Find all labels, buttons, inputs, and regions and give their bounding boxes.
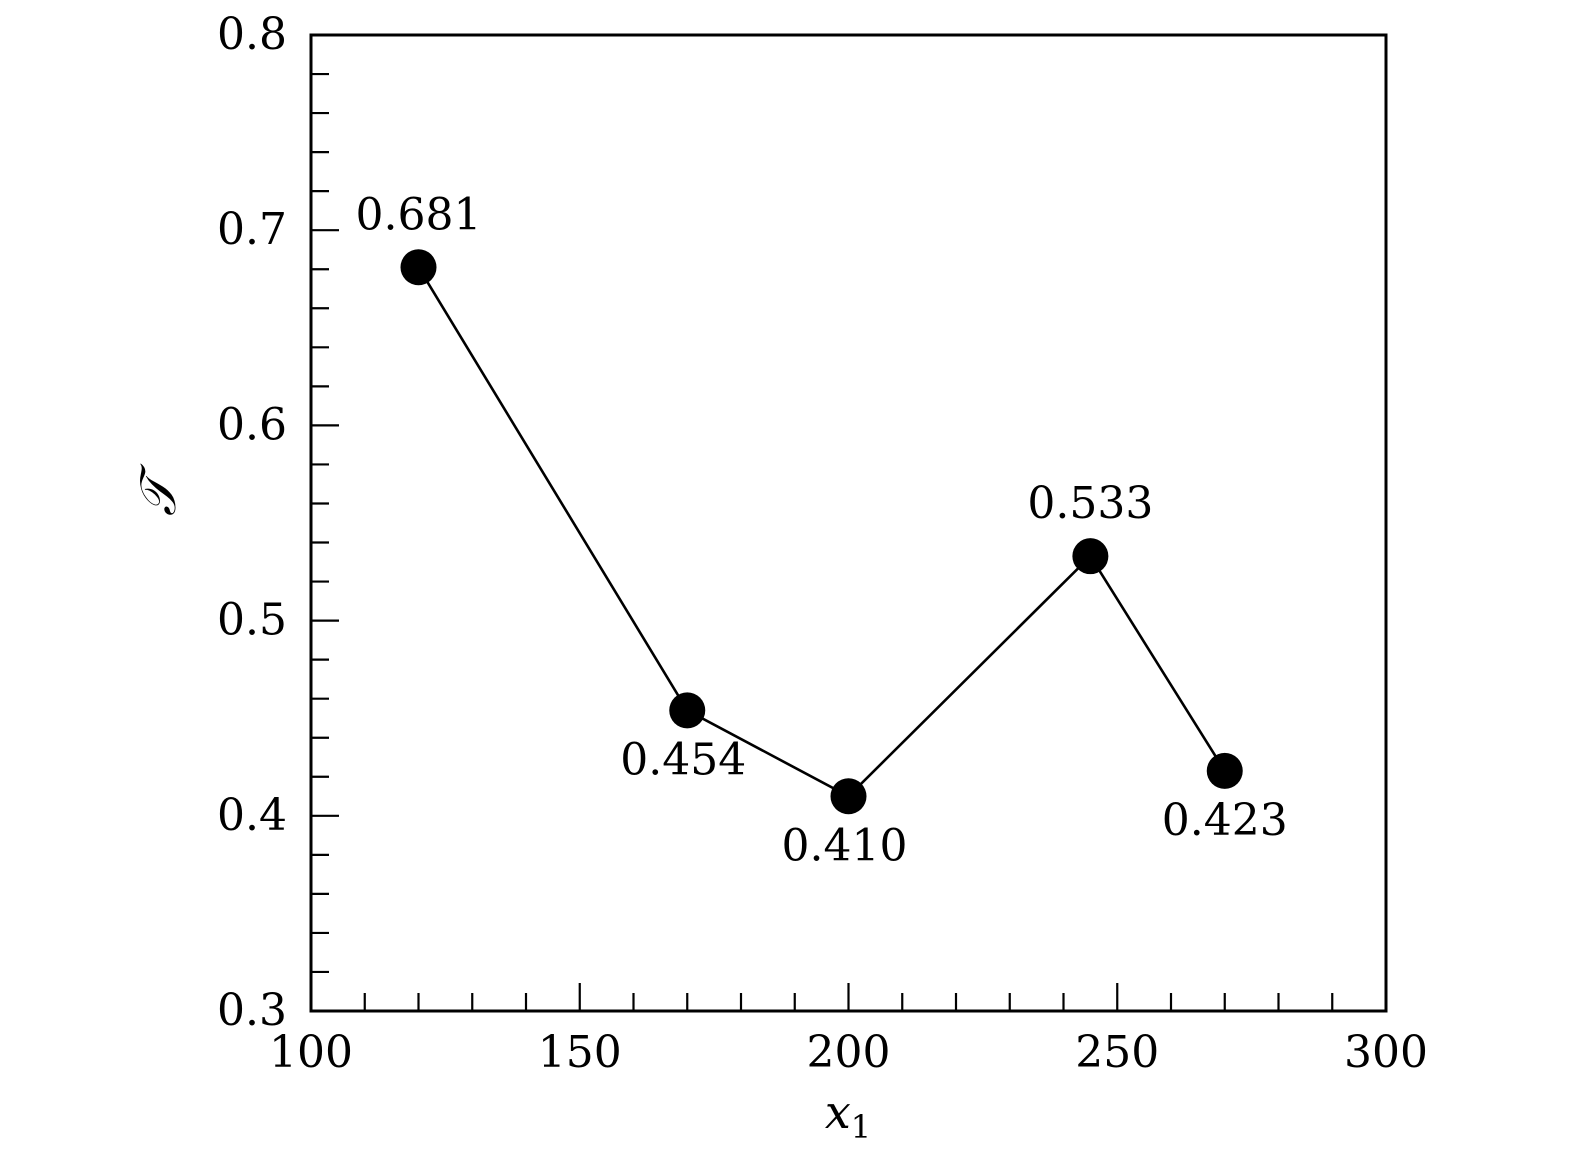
y-tick-label: 0.5 xyxy=(217,595,287,646)
data-label: 0.454 xyxy=(620,734,746,785)
data-point-marker xyxy=(830,778,867,815)
y-tick-label: 0.3 xyxy=(217,985,287,1036)
x-tick-label: 300 xyxy=(1344,1027,1428,1078)
data-label: 0.410 xyxy=(782,820,908,871)
data-labels: 0.681 0.454 0.410 0.533 0.423 xyxy=(356,189,1288,871)
data-point-marker xyxy=(1072,538,1109,575)
x-tick-label: 200 xyxy=(807,1027,891,1078)
data-point-marker xyxy=(669,692,706,729)
data-label: 0.423 xyxy=(1162,795,1288,846)
y-tick-label: 0.6 xyxy=(217,399,287,450)
tick-labels: 100 150 200 250 300 0.3 0.4 0.5 0.6 0.7 0.8 xyxy=(217,9,1428,1078)
series-line xyxy=(417,266,1226,798)
y-tick-label: 0.4 xyxy=(217,790,287,841)
data-point-marker xyxy=(1206,752,1243,789)
x-axis-title: x1 xyxy=(825,1085,871,1146)
data-label: 0.533 xyxy=(1027,478,1153,529)
x-tick-label: 150 xyxy=(538,1027,622,1078)
y-axis-title: 𝒯 xyxy=(129,463,187,516)
series-group xyxy=(400,249,1243,815)
x-tick-label: 250 xyxy=(1075,1027,1159,1078)
y-tick-label: 0.7 xyxy=(217,204,287,255)
axis-ticks xyxy=(309,33,1388,1013)
data-point-marker xyxy=(400,249,437,286)
x-axis-title-main: x xyxy=(825,1085,851,1139)
data-label: 0.681 xyxy=(356,189,482,240)
x-axis-title-subscript: 1 xyxy=(851,1108,871,1146)
y-tick-label: 0.8 xyxy=(217,9,287,60)
x-tick-label: 100 xyxy=(269,1027,353,1078)
